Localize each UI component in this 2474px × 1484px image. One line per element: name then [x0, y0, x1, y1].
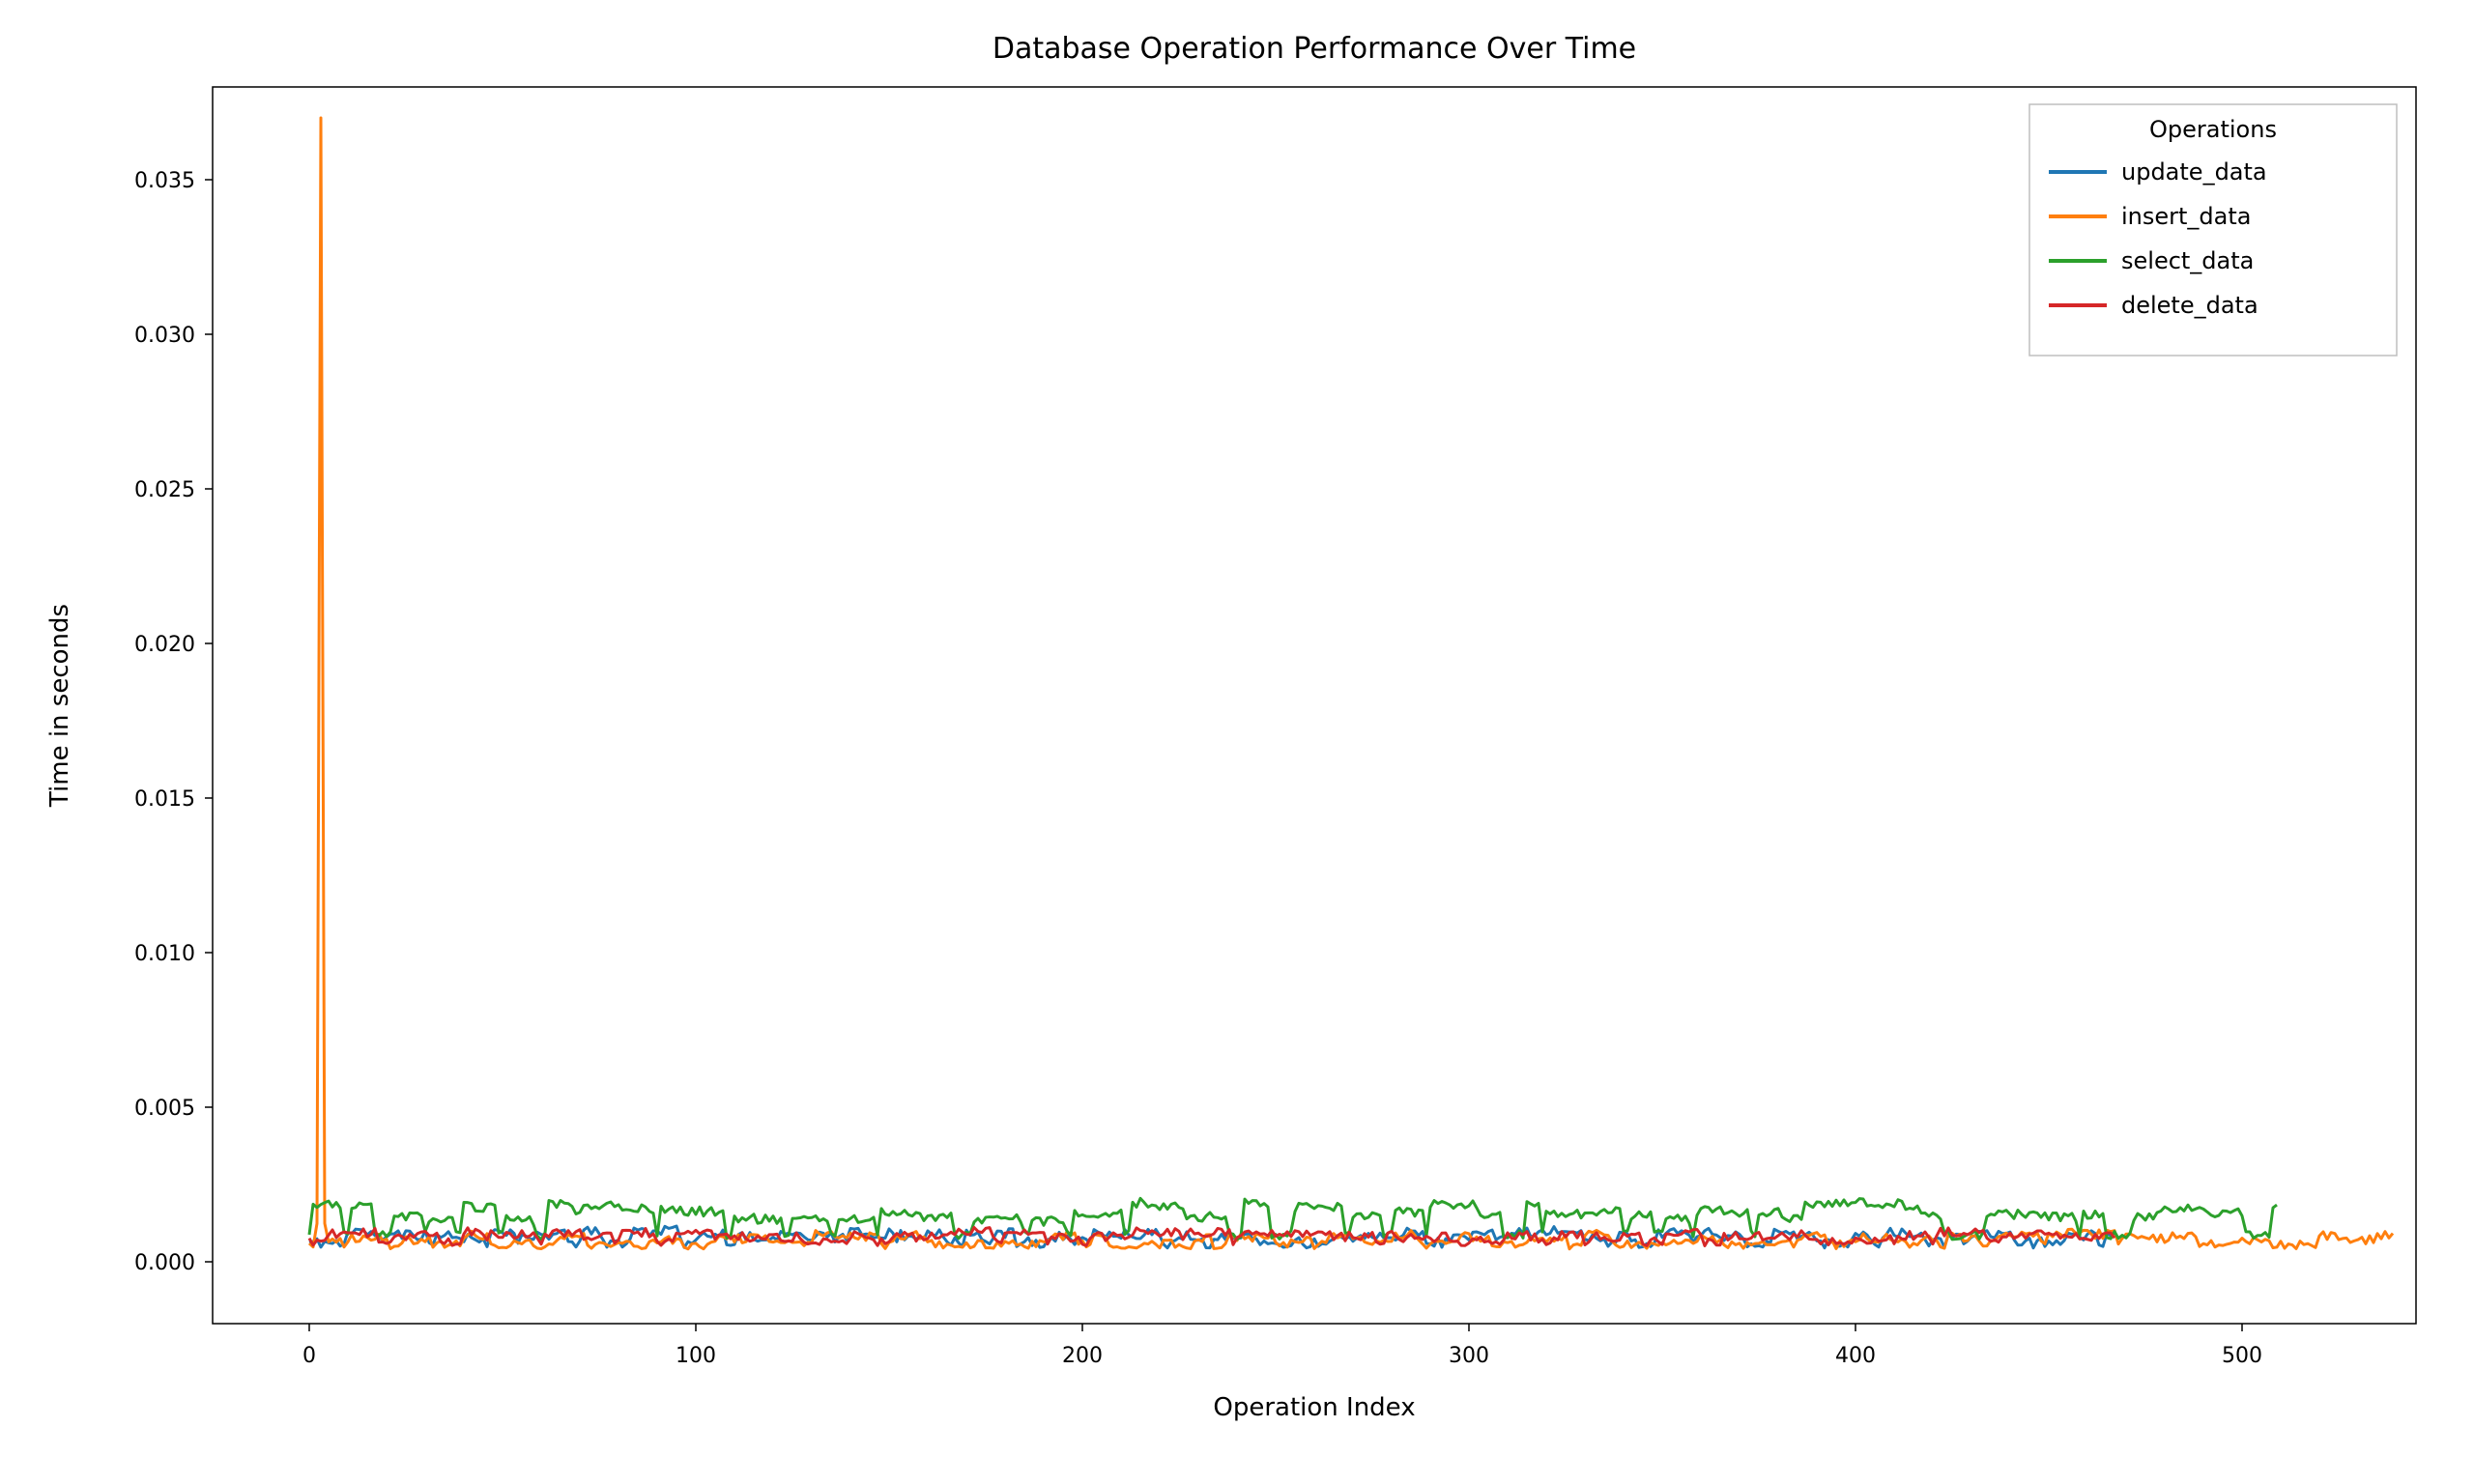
y-tick-label: 0.035: [134, 169, 195, 193]
y-axis-ticks: 0.000 0.005 0.010 0.015 0.020 0.025 0.030 0.035: [134, 169, 213, 1275]
y-tick-label: 0.005: [134, 1097, 195, 1121]
y-tick-label: 0.010: [134, 942, 195, 966]
performance-line-chart: Database Operation Performance Over Time…: [0, 0, 2474, 1484]
x-tick-label: 500: [2222, 1344, 2262, 1368]
y-tick-label: 0.000: [134, 1251, 195, 1275]
x-axis-label: Operation Index: [1213, 1393, 1415, 1422]
legend-item-label: delete_data: [2121, 292, 2258, 319]
y-tick-label: 0.015: [134, 787, 195, 812]
chart-title: Database Operation Performance Over Time: [992, 32, 1636, 66]
x-tick-label: 0: [302, 1344, 316, 1368]
x-axis-ticks: 0 100 200 300 400 500: [302, 1324, 2262, 1368]
chart-container: Database Operation Performance Over Time…: [0, 0, 2474, 1484]
x-tick-label: 100: [676, 1344, 716, 1368]
legend-title: Operations: [2149, 116, 2277, 143]
x-tick-label: 400: [1835, 1344, 1876, 1368]
legend-item-label: update_data: [2121, 158, 2267, 186]
legend-item-label: select_data: [2121, 247, 2254, 274]
x-tick-label: 200: [1062, 1344, 1103, 1368]
y-tick-label: 0.030: [134, 324, 195, 348]
legend-item-label: insert_data: [2121, 203, 2251, 230]
legend: Operations update_data insert_data select_…: [2029, 104, 2397, 356]
y-axis-label: Time in seconds: [45, 604, 74, 808]
y-tick-label: 0.025: [134, 478, 195, 502]
x-tick-label: 300: [1449, 1344, 1489, 1368]
y-tick-label: 0.020: [134, 633, 195, 657]
